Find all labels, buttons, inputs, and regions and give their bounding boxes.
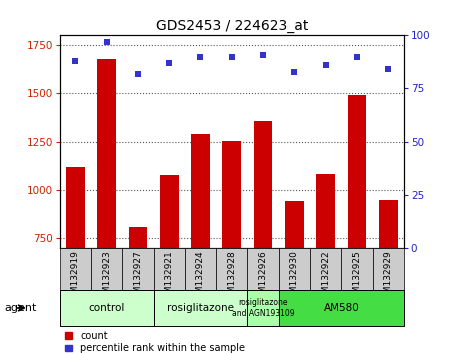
Bar <box>129 227 147 248</box>
Bar <box>247 248 279 290</box>
Bar <box>310 248 341 290</box>
Bar <box>91 248 122 290</box>
Text: rosiglitazone: rosiglitazone <box>167 303 234 313</box>
Bar <box>97 58 116 248</box>
Bar <box>279 290 404 326</box>
Text: GSM132930: GSM132930 <box>290 250 299 305</box>
Text: rosiglitazone
and AGN193109: rosiglitazone and AGN193109 <box>232 298 294 318</box>
Text: AM580: AM580 <box>324 303 359 313</box>
Point <box>103 39 110 45</box>
Point <box>353 54 361 59</box>
Bar <box>223 141 241 248</box>
Title: GDS2453 / 224623_at: GDS2453 / 224623_at <box>156 19 308 33</box>
Text: GSM132926: GSM132926 <box>258 250 268 305</box>
Point <box>322 62 330 68</box>
Text: GSM132925: GSM132925 <box>353 250 362 305</box>
Point <box>259 52 267 57</box>
Text: agent: agent <box>5 303 37 313</box>
Text: GSM132929: GSM132929 <box>384 250 393 305</box>
Bar <box>347 95 366 248</box>
Text: control: control <box>89 303 125 313</box>
Text: GSM132927: GSM132927 <box>134 250 142 305</box>
Bar <box>247 290 279 326</box>
Point <box>166 60 173 66</box>
Bar <box>316 175 335 248</box>
Bar <box>154 290 247 326</box>
Bar <box>285 201 304 248</box>
Text: GSM132923: GSM132923 <box>102 250 111 305</box>
Point <box>385 67 392 72</box>
Bar <box>160 175 179 248</box>
Bar <box>216 248 247 290</box>
Point <box>72 58 79 64</box>
Point <box>291 69 298 74</box>
Bar <box>279 248 310 290</box>
Bar <box>66 167 85 248</box>
Text: GSM132928: GSM132928 <box>227 250 236 305</box>
Text: GSM132919: GSM132919 <box>71 250 80 305</box>
Bar <box>341 248 373 290</box>
Bar <box>60 248 91 290</box>
Bar <box>373 248 404 290</box>
Bar <box>154 248 185 290</box>
Text: GSM132921: GSM132921 <box>165 250 174 305</box>
Text: GSM132922: GSM132922 <box>321 250 330 304</box>
Text: GSM132924: GSM132924 <box>196 250 205 304</box>
Bar <box>254 121 273 248</box>
Point <box>197 54 204 59</box>
Bar <box>60 290 154 326</box>
Point <box>134 71 141 76</box>
Bar <box>191 134 210 248</box>
Point <box>228 54 235 59</box>
Bar <box>379 200 397 248</box>
Bar <box>122 248 154 290</box>
Legend: count, percentile rank within the sample: count, percentile rank within the sample <box>65 331 245 353</box>
Bar <box>185 248 216 290</box>
